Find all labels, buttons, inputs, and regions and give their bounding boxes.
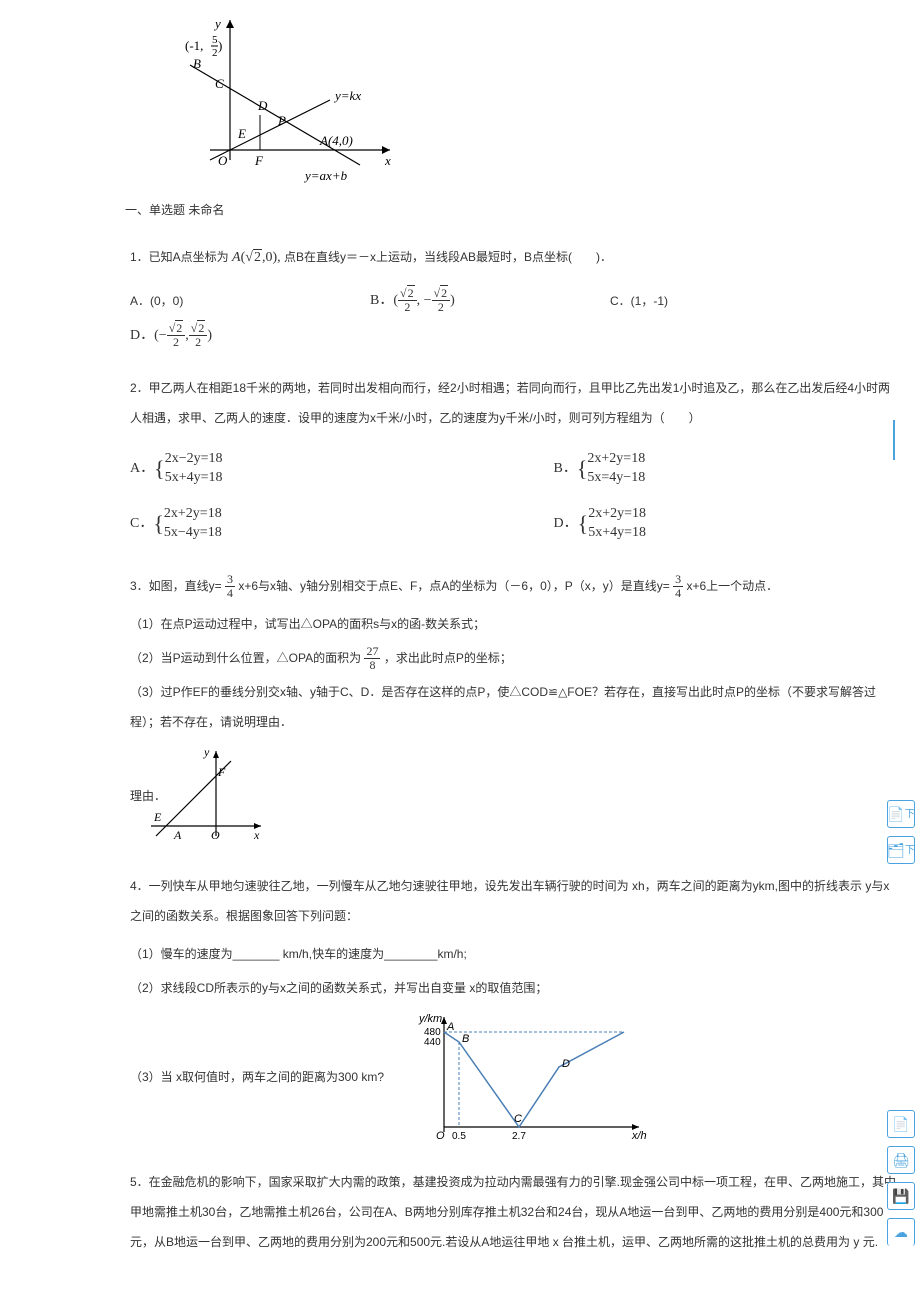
- svg-text:y=kx: y=kx: [333, 88, 361, 103]
- coord-graph-svg: (-1, 5 2 ) B C D P E O F A(4,0) y=kx y=a…: [160, 10, 400, 190]
- bag-icon[interactable]: 🗂下: [887, 836, 915, 864]
- svg-text:F: F: [217, 765, 226, 779]
- svg-text:P: P: [277, 113, 286, 128]
- svg-text:x/h: x/h: [631, 1130, 647, 1142]
- svg-text:y: y: [203, 745, 210, 759]
- svg-text:B: B: [462, 1033, 469, 1045]
- q4-sub3: （3）当 x取何值时，两车之间的距离为300 km?: [130, 1062, 384, 1092]
- q1-suffix: 点B在直线y＝－x上运动，当线段AB最短时，B点坐标( )．: [284, 250, 612, 264]
- q3-figure: y F E A O x: [136, 741, 276, 851]
- question-4: 4．一列快车从甲地匀速驶往乙地，一列慢车从乙地匀速驶往甲地，设先发出车辆行驶的时…: [130, 871, 900, 1147]
- save-icon[interactable]: 💾: [887, 1182, 915, 1210]
- svg-text:): ): [218, 38, 222, 53]
- side-toolbar-1: 📄下 🗂下: [887, 800, 915, 872]
- svg-text:x: x: [253, 828, 260, 842]
- print-icon[interactable]: 🖨: [887, 1146, 915, 1174]
- figure-q-header: (-1, 5 2 ) B C D P E O F A(4,0) y=kx y=a…: [160, 10, 900, 190]
- section-title: 一、单选题 未命名: [125, 195, 900, 225]
- q2-opt-D[interactable]: D． { 2x+2y=18 5x+4y=18: [554, 496, 646, 551]
- q4-sub1: （1）慢车的速度为_______ km/h,快车的速度为________km/h…: [130, 939, 900, 969]
- doc-icon[interactable]: 📄下: [887, 800, 915, 828]
- side-toolbar-2: 📄 🖨 💾 ☁: [887, 1110, 915, 1254]
- svg-text:440: 440: [424, 1037, 441, 1048]
- svg-text:2: 2: [212, 47, 218, 59]
- svg-text:B: B: [193, 56, 201, 71]
- q3-stem: 3．如图，直线y= 34 x+6与x轴、y轴分别相交于点E、F，点A的坐标为（－…: [130, 571, 900, 601]
- svg-text:O: O: [218, 153, 228, 168]
- svg-text:F: F: [254, 153, 264, 168]
- q2-opt-A[interactable]: A． { 2x−2y=18 5x+4y=18: [130, 441, 222, 496]
- question-2: 2．甲乙两人在相距18千米的两地，若同时出发相向而行，经2小时相遇；若同向而行，…: [130, 373, 900, 551]
- q3-sub3: （3）过P作EF的垂线分别交x轴、y轴于C、D．是否存在这样的点P，使△COD≌…: [130, 677, 900, 737]
- svg-text:A(4,0): A(4,0): [319, 133, 353, 148]
- svg-text:E: E: [153, 810, 162, 824]
- svg-text:y/km: y/km: [418, 1013, 442, 1025]
- q4-figure: y/km 480 440 A B C D O 0.5 2.7 x/h: [414, 1007, 654, 1147]
- q5-stem: 5．在金融危机的影响下，国家采取扩大内需的政策，基建投资成为拉动内需最强有力的引…: [130, 1167, 900, 1257]
- svg-text:A: A: [173, 828, 182, 842]
- svg-text:C: C: [215, 76, 224, 91]
- q1-opt-D[interactable]: D． (−22, 22): [130, 318, 212, 353]
- q2-opt-B[interactable]: B． { 2x+2y=18 5x=4y−18: [554, 441, 646, 496]
- q1-options: A．(0，0) B． (22, −22) C．(1，-1) D． (−22, 2…: [130, 283, 900, 353]
- question-3: 3．如图，直线y= 34 x+6与x轴、y轴分别相交于点E、F，点A的坐标为（－…: [130, 571, 900, 851]
- q1-opt-C[interactable]: C．(1，-1): [610, 283, 790, 318]
- svg-text:2.7: 2.7: [512, 1131, 526, 1142]
- svg-text:x: x: [384, 153, 391, 168]
- q2-options: A． { 2x−2y=18 5x+4y=18 C． { 2x+2y=18 5x−…: [130, 441, 900, 551]
- q2-stem: 2．甲乙两人在相距18千米的两地，若同时出发相向而行，经2小时相遇；若同向而行，…: [130, 373, 900, 433]
- q3-sub2: （2）当P运动到什么位置，△OPA的面积为 278 ，求出此时点P的坐标；: [130, 643, 900, 673]
- scroll-indicator: [893, 420, 895, 460]
- q2-opt-C[interactable]: C． { 2x+2y=18 5x−4y=18: [130, 496, 222, 551]
- q1-A-point: A(2,0),: [232, 250, 281, 265]
- svg-text:(-1,: (-1,: [185, 38, 203, 53]
- svg-text:C: C: [514, 1113, 522, 1125]
- q3-sub1: （1）在点P运动过程中，试写出△OPA的面积s与x的函-数关系式；: [130, 609, 900, 639]
- question-5: 5．在金融危机的影响下，国家采取扩大内需的政策，基建投资成为拉动内需最强有力的引…: [130, 1167, 900, 1257]
- svg-text:0.5: 0.5: [452, 1131, 466, 1142]
- doc2-icon[interactable]: 📄: [887, 1110, 915, 1138]
- q4-sub2: （2）求线段CD所表示的y与x之间的函数关系式，并写出自变量 x的取值范围；: [130, 973, 900, 1003]
- svg-text:D: D: [562, 1058, 570, 1070]
- svg-text:A: A: [446, 1021, 454, 1033]
- q1-opt-B[interactable]: B． (22, −22): [370, 283, 550, 318]
- svg-text:y: y: [213, 16, 221, 31]
- svg-text:O: O: [436, 1130, 445, 1142]
- cloud-icon[interactable]: ☁: [887, 1218, 915, 1246]
- svg-text:y=ax+b: y=ax+b: [303, 168, 348, 183]
- q1-prefix: 1．已知A点坐标为: [130, 250, 232, 264]
- svg-text:D: D: [257, 98, 268, 113]
- q4-stem: 4．一列快车从甲地匀速驶往乙地，一列慢车从乙地匀速驶往甲地，设先发出车辆行驶的时…: [130, 871, 900, 931]
- svg-text:O: O: [211, 828, 220, 842]
- q1-opt-A[interactable]: A．(0，0): [130, 283, 310, 318]
- svg-text:E: E: [237, 126, 246, 141]
- q1-stem: 1．已知A点坐标为 A(2,0), 点B在直线y＝－x上运动，当线段AB最短时，…: [130, 240, 900, 275]
- question-1: 1．已知A点坐标为 A(2,0), 点B在直线y＝－x上运动，当线段AB最短时，…: [130, 240, 900, 353]
